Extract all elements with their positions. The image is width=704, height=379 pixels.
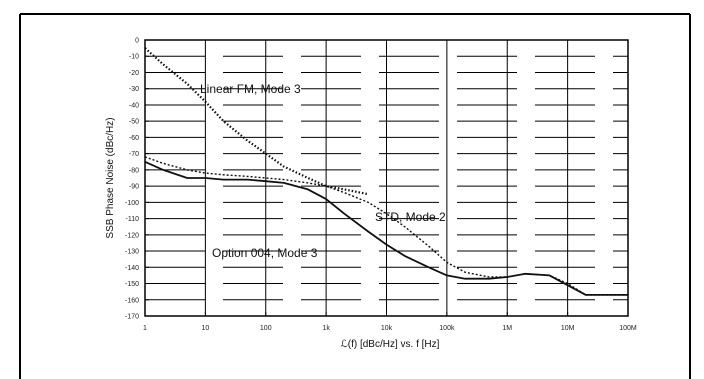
y-tick-label: -10 [129, 54, 139, 61]
y-tick-label: -140 [125, 265, 139, 272]
x-tick-label: 10k [381, 325, 393, 332]
series-std-mode2 [144, 156, 628, 296]
y-tick-label: -130 [125, 249, 139, 256]
grid [145, 40, 628, 316]
x-tick-label: 1 [143, 325, 147, 332]
series-option004-mode3 [144, 160, 628, 296]
annotation-linear-fm: Linear FM, Mode 3 [200, 82, 301, 96]
annotation-option004: Option 004, Mode 3 [212, 246, 318, 260]
x-tick-label: 1M [502, 325, 512, 332]
x-axis: 1 10 100 1k 10k 100k 1M 10M 100M [143, 312, 637, 332]
y-axis-title: SSB Phase Noise (dBc/Hz) [105, 117, 116, 238]
y-axis: 0 -10 -20 -30 -40 -50 -60 -70 -80 -90 -100 -110 -120… [125, 38, 149, 321]
y-tick-label: -120 [125, 232, 139, 239]
y-tick-label: -40 [129, 102, 139, 109]
y-tick-label: -20 [129, 70, 139, 77]
y-tick-label: -80 [129, 167, 139, 174]
x-tick-label: 100M [619, 325, 637, 332]
y-tick-label: -150 [125, 281, 139, 288]
y-tick-label: -50 [129, 119, 139, 126]
series-linear-fm-mode3 [144, 47, 369, 196]
x-tick-label: 100 [260, 325, 272, 332]
x-tick-label: 100k [439, 325, 455, 332]
x-tick-label: 1k [322, 325, 330, 332]
x-tick-label: 10M [561, 325, 575, 332]
y-tick-label: 0 [135, 38, 139, 45]
y-tick-label: -160 [125, 297, 139, 304]
y-tick-label: -100 [125, 200, 139, 207]
series-group [144, 47, 628, 296]
x-tick-label: 10 [201, 325, 209, 332]
y-tick-label: -110 [126, 216, 140, 223]
y-tick-label: -90 [129, 184, 139, 191]
y-tick-label: -70 [129, 151, 139, 158]
annotation-std-mode2: STD, Mode 2 [375, 210, 446, 224]
y-tick-label: -170 [125, 314, 139, 321]
y-tick-label: -30 [129, 86, 139, 93]
y-tick-label: -60 [129, 135, 139, 142]
x-axis-title: ℒ(f) [dBc/Hz] vs. f [Hz] [341, 339, 440, 350]
